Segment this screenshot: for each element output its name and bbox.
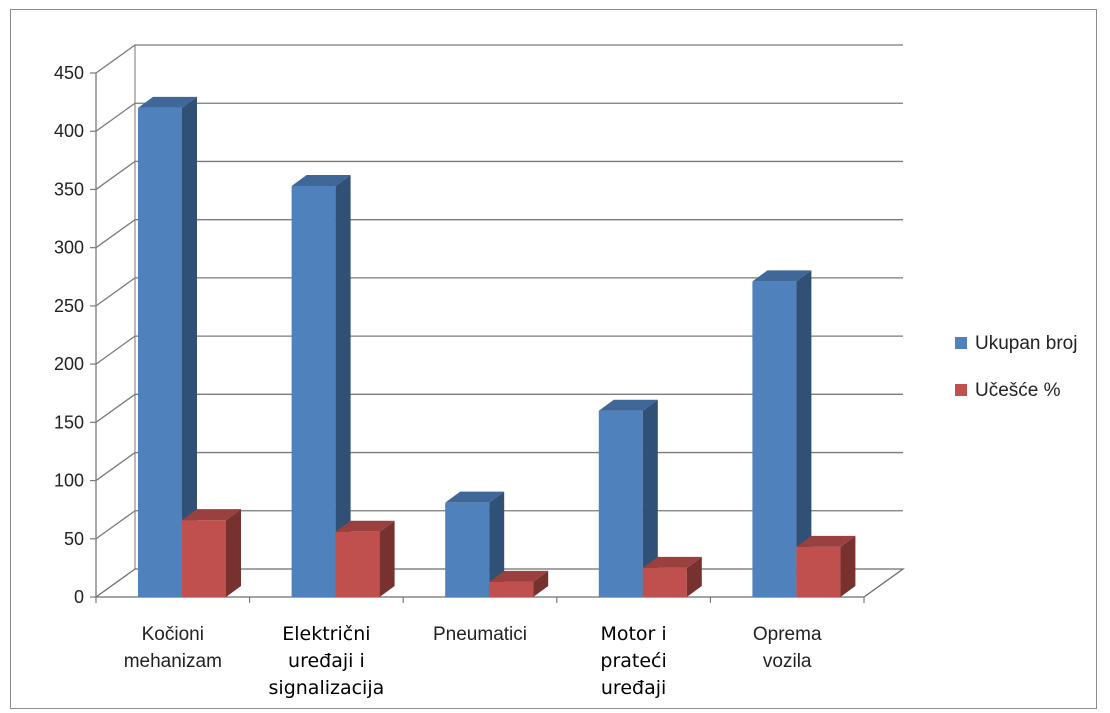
gridlines — [95, 44, 903, 540]
x-tick-label: uređaji — [601, 677, 666, 699]
gridline — [95, 102, 903, 132]
bar — [752, 281, 797, 597]
bar-side — [642, 399, 658, 597]
bar-side — [533, 570, 549, 597]
y-tick-label: 250 — [54, 296, 84, 316]
y-tick-label: 300 — [54, 238, 84, 258]
bar-side — [840, 535, 856, 597]
x-tick-label: signalizacija — [269, 677, 385, 699]
legend-label: Ukupan broj — [975, 333, 1077, 354]
bar-top — [752, 270, 812, 282]
bar — [598, 410, 643, 597]
x-tick-label: Oprema — [753, 624, 822, 645]
legend: Ukupan broj Učešće % — [955, 333, 1077, 401]
y-tick-label: 400 — [54, 121, 84, 141]
bar-side — [686, 556, 702, 597]
bar-side — [335, 174, 351, 597]
x-tick-label: vozila — [763, 651, 812, 672]
y-tick-label: 150 — [54, 412, 84, 432]
bar — [489, 581, 534, 597]
bar-top — [796, 535, 856, 547]
gridline — [95, 335, 903, 365]
bar — [182, 520, 226, 597]
bar-top — [291, 174, 351, 186]
bar — [335, 531, 380, 597]
x-tick-label: mehanizam — [124, 651, 222, 672]
legend-swatch — [955, 337, 967, 349]
x-axis: Kočioni mehanizam Električni uređaji i signa… — [95, 597, 865, 699]
x-tick-label: Kočioni — [142, 624, 204, 645]
legend-label: Učešće % — [975, 380, 1061, 401]
y-axis: 0 50 100 150 200 250 300 350 400 450 — [54, 63, 97, 607]
x-tick-label: Pneumatici — [433, 624, 527, 645]
gridline — [95, 219, 903, 249]
bar-side — [489, 491, 505, 597]
bar-top — [489, 570, 549, 582]
bar — [642, 567, 687, 597]
bar — [291, 185, 336, 597]
bar — [138, 107, 182, 597]
y-tick-label: 350 — [54, 179, 84, 199]
bar-side — [379, 520, 395, 597]
bar-top — [335, 520, 395, 532]
bar-side — [226, 509, 241, 597]
bar — [445, 502, 490, 597]
bar-top — [642, 556, 702, 568]
y-tick-label: 0 — [74, 587, 84, 607]
x-tick-label: uređaji i — [288, 650, 365, 672]
bar-top — [182, 509, 241, 521]
gridline — [95, 277, 903, 307]
x-tick-label: prateći — [600, 650, 666, 672]
bar-side — [796, 270, 812, 597]
gridline — [95, 160, 903, 190]
y-tick-label: 100 — [54, 471, 84, 491]
y-tick-label: 450 — [54, 63, 84, 83]
x-tick-label: Električni — [282, 623, 370, 645]
x-tick-label: Motor i — [600, 623, 666, 645]
gridline — [95, 44, 903, 74]
y-tick-label: 200 — [54, 354, 84, 374]
y-tick-label: 50 — [64, 529, 84, 549]
bar-top — [598, 399, 658, 411]
bar — [796, 546, 841, 597]
bar-top — [138, 96, 197, 108]
gridline — [95, 393, 903, 423]
legend-swatch — [955, 384, 967, 396]
bar-side — [182, 96, 197, 597]
bars — [138, 96, 856, 597]
bar-top — [445, 491, 505, 503]
